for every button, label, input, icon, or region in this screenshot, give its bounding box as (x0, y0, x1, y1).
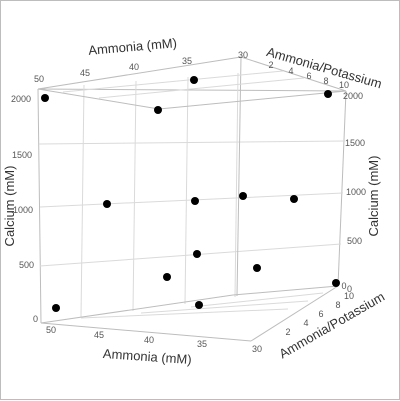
z-tick-left-2000: 2000 (11, 94, 31, 104)
x-tick-top-30: 30 (238, 50, 248, 60)
z-tick-right-1500: 1500 (345, 138, 365, 148)
y-tick-bottom-10: 10 (344, 291, 354, 301)
y-tick-bottom-4: 4 (303, 318, 308, 328)
x-tick-bottom-40: 40 (144, 335, 154, 345)
x-ticks-bottom: 50 45 40 35 30 (46, 325, 262, 354)
x-tick-bottom-30: 30 (252, 344, 262, 354)
data-point (163, 273, 171, 281)
y-tick-bottom-8: 8 (335, 300, 340, 310)
y-axis-title-bottom: Ammonia/Potassium (276, 289, 387, 362)
data-point (195, 301, 203, 309)
z-tick-right-0: 0 (347, 284, 352, 294)
x-tick-bottom-35: 35 (197, 339, 207, 349)
data-point (324, 90, 332, 98)
y-tick-bottom-2: 2 (285, 327, 290, 337)
y-tick-bottom-0: 0 (341, 281, 346, 291)
data-point (41, 94, 49, 102)
x-axis-title-top: Ammonia (mM) (88, 35, 178, 58)
back-wall (37, 72, 347, 324)
y-tick-bottom-6: 6 (318, 309, 323, 319)
data-point (103, 200, 111, 208)
y-tick-top-2: 2 (268, 60, 273, 70)
z-tick-left-1000: 1000 (13, 205, 33, 215)
x-tick-top-35: 35 (182, 56, 192, 66)
x-axis-title-bottom: Ammonia (mM) (102, 346, 192, 367)
z-ticks-left: 2000 1500 1000 500 0 (11, 94, 38, 324)
z-tick-right-1000: 1000 (346, 187, 366, 197)
y-tick-top-4: 4 (288, 66, 293, 76)
data-point (253, 264, 261, 272)
y-tick-top-8: 8 (323, 76, 328, 86)
x-tick-top-40: 40 (129, 62, 139, 72)
z-ticks-right: 2000 1500 1000 500 0 (343, 91, 366, 294)
x-tick-bottom-45: 45 (94, 330, 104, 340)
z-tick-left-500: 500 (19, 260, 34, 270)
y-tick-top-10: 10 (339, 80, 349, 90)
data-point (52, 304, 60, 312)
y-ticks-top: 2 4 6 8 10 (268, 60, 349, 90)
x-ticks-top: 50 45 40 35 30 (34, 50, 248, 84)
x-tick-top-50: 50 (34, 74, 44, 84)
box-edges (37, 56, 347, 342)
x-tick-bottom-50: 50 (46, 325, 56, 335)
data-point (190, 76, 198, 84)
data-point (239, 192, 247, 200)
z-tick-left-0: 0 (33, 314, 38, 324)
series-markers (41, 76, 340, 312)
z-axis-title-left: Calcium (mM) (2, 166, 17, 247)
data-point (193, 250, 201, 258)
y-ticks-bottom: 0 10 8 6 4 2 (285, 281, 354, 337)
data-point (290, 195, 298, 203)
z-tick-left-1500: 1500 (12, 150, 32, 160)
data-point (191, 197, 199, 205)
data-point (332, 279, 340, 287)
z-tick-right-2000: 2000 (343, 91, 363, 101)
y-tick-top-6: 6 (306, 71, 311, 81)
data-point (154, 106, 162, 114)
x-tick-top-45: 45 (80, 68, 90, 78)
z-tick-right-500: 500 (347, 236, 362, 246)
z-axis-title-right: Calcium (mM) (366, 156, 381, 237)
